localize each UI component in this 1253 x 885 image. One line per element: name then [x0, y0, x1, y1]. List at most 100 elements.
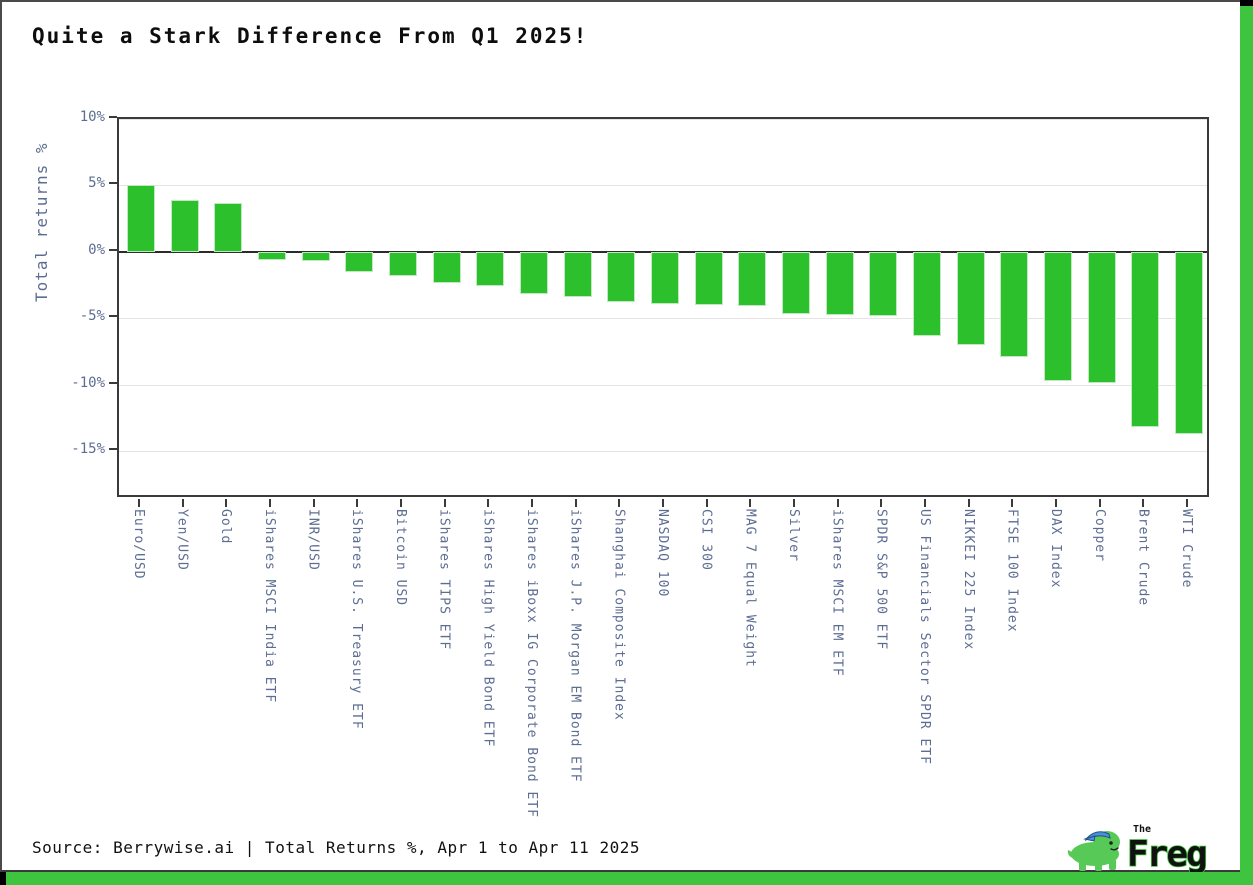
logo-small-text: The [1133, 824, 1151, 835]
x-tick-mark [749, 499, 752, 507]
bar-yen-usd [170, 200, 199, 252]
x-tick-label: Silver [786, 509, 802, 562]
x-tick-mark [443, 499, 446, 507]
bar-mag-7-equal-weight [738, 251, 767, 307]
x-tick-mark [356, 499, 359, 507]
freg-logo: The Freg [1067, 824, 1209, 874]
green-frame-right [1240, 6, 1253, 885]
y-tick-label: -5% [79, 308, 105, 325]
x-tick-mark [137, 499, 140, 507]
bar-gold [214, 202, 243, 252]
y-tick-label: 0% [88, 241, 105, 258]
x-tick-label: iShares TIPS ETF [436, 509, 452, 651]
bar-euro-usd [126, 185, 155, 252]
green-frame-bottom [6, 872, 1253, 885]
x-tick-label: Brent Crude [1135, 509, 1151, 607]
logo-wordmark: Freg [1127, 834, 1206, 874]
y-axis-title: Total returns % [32, 142, 51, 303]
y-tick-label: 5% [88, 175, 105, 192]
bar-ishares-u-s-treasury-etf [345, 251, 374, 272]
x-tick-label: NIKKEI 225 Index [960, 509, 976, 651]
x-tick-label: Gold [218, 509, 234, 545]
chart-canvas: Quite a Stark Difference From Q1 2025! T… [0, 0, 1240, 874]
bar-ishares-msci-india-etf [257, 251, 286, 260]
bar-bitcoin-usd [388, 251, 417, 277]
bar-ishares-tips-etf [432, 251, 461, 284]
plot-area [117, 117, 1209, 497]
x-tick-label: CSI 300 [698, 509, 714, 571]
x-tick-label: INR/USD [305, 509, 321, 571]
gridline [119, 318, 1207, 320]
bar-inr-usd [301, 251, 330, 262]
x-tick-mark [793, 499, 796, 507]
x-tick-mark [1055, 499, 1058, 507]
bar-wti-crude [1175, 251, 1204, 434]
x-tick-mark [880, 499, 883, 507]
x-tick-mark [836, 499, 839, 507]
x-tick-label: MAG 7 Equal Weight [742, 509, 758, 668]
x-tick-label: WTI Crude [1179, 509, 1195, 589]
x-tick-label: NASDAQ 100 [655, 509, 670, 598]
x-tick-mark [1142, 499, 1145, 507]
x-tick-label: SPDR S&P 500 ETF [873, 509, 889, 651]
gridline [119, 119, 1207, 120]
x-tick-mark [225, 499, 228, 507]
x-tick-label: iShares High Yield Bond ETF [480, 509, 496, 748]
x-tick-label: Copper [1091, 509, 1107, 562]
x-tick-mark [924, 499, 927, 507]
chart-title: Quite a Stark Difference From Q1 2025! [32, 24, 589, 48]
bar-brent-crude [1131, 251, 1160, 428]
bar-ishares-msci-em-etf [825, 251, 854, 315]
gridline [119, 185, 1207, 187]
y-tick-mark [109, 315, 117, 318]
x-tick-label: Yen/USD [174, 509, 190, 571]
x-tick-label: iShares U.S. Treasury ETF [349, 509, 365, 730]
x-tick-mark [399, 499, 402, 507]
frame-corner-bottom-left [0, 872, 6, 885]
bar-csi-300 [694, 251, 723, 305]
x-tick-label: Euro/USD [130, 509, 146, 580]
y-tick-mark [109, 448, 117, 451]
bar-ftse-100-index [1000, 251, 1029, 357]
y-tick-mark [109, 116, 117, 118]
x-tick-mark [312, 499, 315, 507]
bar-shanghai-composite-index [607, 251, 636, 303]
frame-corner-top-right [1240, 0, 1253, 6]
x-tick-label: DAX Index [1048, 509, 1064, 589]
x-tick-label: iShares MSCI EM ETF [829, 509, 845, 677]
x-tick-mark [1098, 499, 1101, 507]
x-tick-mark [530, 499, 533, 507]
y-tick-label: -15% [71, 441, 105, 458]
x-tick-mark [268, 499, 271, 507]
x-tick-label: iShares MSCI India ETF [261, 509, 277, 704]
bar-spdr-s-p-500-etf [869, 251, 898, 317]
x-tick-mark [618, 499, 621, 507]
x-tick-mark [487, 499, 490, 507]
bar-ishares-iboxx-ig-corporate-bond-etf [519, 251, 548, 295]
y-tick-mark [109, 248, 117, 251]
bar-ishares-j-p-morgan-em-bond-etf [563, 251, 592, 298]
x-tick-label: Bitcoin USD [392, 509, 408, 607]
bar-us-financials-sector-spdr-etf [913, 251, 942, 336]
x-tick-label: FTSE 100 Index [1004, 509, 1020, 633]
x-tick-mark [1186, 499, 1189, 507]
bar-nikkei-225-index [956, 251, 985, 345]
x-tick-mark [181, 499, 184, 507]
y-tick-mark [109, 381, 117, 384]
bar-silver [782, 251, 811, 315]
source-caption: Source: Berrywise.ai | Total Returns %, … [32, 838, 640, 857]
x-tick-label: iShares iBoxx IG Corporate Bond ETF [523, 509, 539, 818]
y-tick-mark [109, 182, 117, 185]
y-tick-label: 10% [79, 109, 105, 125]
x-tick-label: US Financials Sector SPDR ETF [917, 509, 933, 765]
bar-ishares-high-yield-bond-etf [476, 251, 505, 287]
x-tick-label: Shanghai Composite Index [611, 509, 627, 721]
gridline [119, 451, 1207, 453]
x-tick-mark [705, 499, 708, 507]
gridline [119, 384, 1207, 386]
bar-copper [1087, 251, 1116, 384]
x-tick-mark [662, 499, 664, 507]
bar-nasdaq-100 [651, 251, 679, 304]
x-tick-label: iShares J.P. Morgan EM Bond ETF [567, 509, 583, 783]
